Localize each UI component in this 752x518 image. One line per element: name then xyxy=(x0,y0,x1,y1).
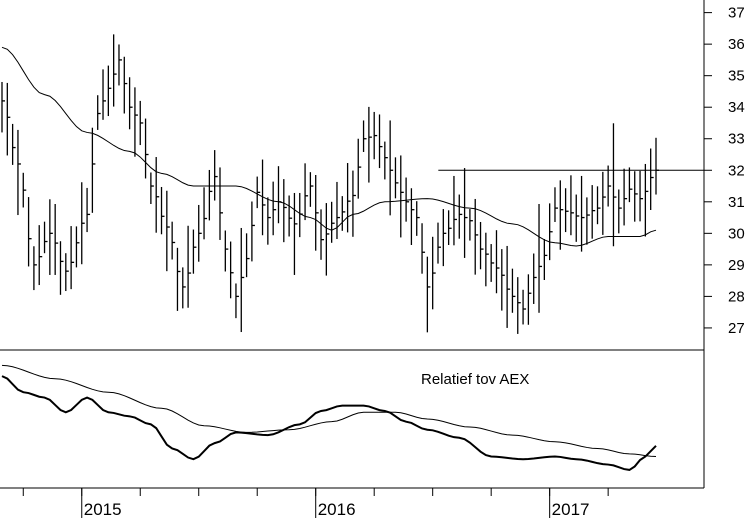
x-axis-ticks: 2015 2016 2017 xyxy=(22,488,609,518)
price-y-tick-label: 35 xyxy=(728,68,745,85)
price-y-tick-label: 30 xyxy=(728,225,745,242)
moving-average-line xyxy=(1,46,657,247)
relative-strength-line xyxy=(1,375,657,471)
price-y-tick-label: 37 xyxy=(728,5,745,22)
relative-average-line xyxy=(1,364,657,458)
price-y-tick-label: 34 xyxy=(728,99,745,116)
relative-lines xyxy=(1,364,657,471)
price-y-axis: 27 28 29 30 31 32 33 34 35 36 37 xyxy=(704,5,745,337)
price-y-tick-label: 29 xyxy=(728,257,745,274)
relative-panel-title: Relatief tov AEX xyxy=(421,371,529,388)
year-label: 2016 xyxy=(318,500,356,518)
price-moving-average xyxy=(1,46,657,247)
price-y-tick-label: 28 xyxy=(728,288,745,305)
year-label: 2017 xyxy=(552,500,590,518)
price-y-tick-label: 33 xyxy=(728,131,745,148)
price-y-tick-label: 36 xyxy=(728,36,745,53)
price-y-tick-label: 27 xyxy=(728,320,745,337)
price-y-tick-label: 31 xyxy=(728,194,745,211)
price-y-tick-label: 32 xyxy=(728,162,745,179)
price-ohlc-bars xyxy=(1,34,659,334)
year-label: 2015 xyxy=(84,500,122,518)
